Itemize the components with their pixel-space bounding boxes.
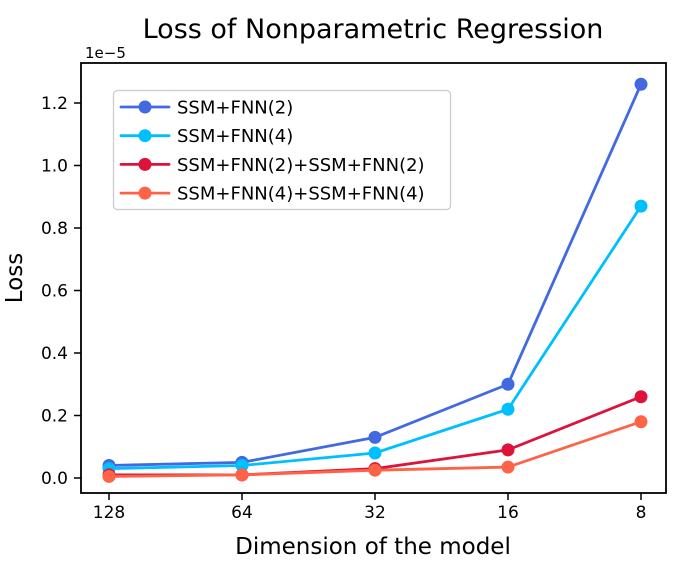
- data-point-marker: [368, 430, 382, 444]
- legend: SSM+FNN(2) SSM+FNN(4) SSM+FNN(2)+SSM+FNN(2…: [112, 89, 452, 211]
- series-ssm-fnn-2-: [102, 77, 648, 472]
- y-tick-label: 0.6: [41, 282, 68, 302]
- data-point-marker: [235, 468, 249, 482]
- y-tick-label: 0.0: [41, 469, 68, 489]
- y-axis-label: Loss: [2, 253, 28, 303]
- x-tick-label: 64: [231, 503, 253, 523]
- data-point-marker: [368, 463, 382, 477]
- data-point-marker: [102, 469, 116, 483]
- data-point-marker: [634, 199, 648, 213]
- data-point-marker: [368, 446, 382, 460]
- legend-marker: [138, 157, 152, 171]
- y-tick-label: 0.8: [41, 219, 68, 239]
- data-point-marker: [501, 443, 515, 457]
- x-tick-label: 8: [636, 503, 647, 523]
- plot-area: 128 64 32 16 8 0.0 0.2 0.4 0.6 0.8 1.0 1.2: [41, 62, 667, 523]
- x-tick-label: 32: [364, 503, 386, 523]
- legend-marker: [138, 186, 152, 200]
- data-point-marker: [501, 460, 515, 474]
- data-point-marker: [634, 77, 648, 91]
- data-point-marker: [501, 402, 515, 416]
- series-ssm-fnn-4-: [102, 199, 648, 476]
- legend-label: SSM+FNN(2): [177, 98, 293, 119]
- x-tick-label: 128: [93, 503, 125, 523]
- data-point-marker: [634, 415, 648, 429]
- y-tick-label: 0.4: [41, 344, 68, 364]
- axes-frame: [80, 62, 667, 494]
- data-point-marker: [501, 377, 515, 391]
- x-axis-label: Dimension of the model: [235, 534, 511, 560]
- legend-label: SSM+FNN(2)+SSM+FNN(2): [177, 155, 425, 176]
- data-point-marker: [634, 390, 648, 404]
- chart-title: Loss of Nonparametric Regression: [143, 14, 604, 45]
- legend-item: SSM+FNN(4): [119, 126, 293, 147]
- y-tick-label: 1.0: [41, 157, 68, 177]
- legend-label: SSM+FNN(4): [177, 126, 293, 147]
- legend-item: SSM+FNN(4)+SSM+FNN(4): [119, 184, 425, 205]
- x-tick-label: 16: [497, 503, 519, 523]
- legend-item: SSM+FNN(2): [119, 98, 293, 119]
- legend-item: SSM+FNN(2)+SSM+FNN(2): [119, 155, 425, 176]
- legend-marker: [138, 129, 152, 143]
- legend-label: SSM+FNN(4)+SSM+FNN(4): [177, 184, 425, 205]
- series-ssm-fnn-4-ssm-fnn-4-: [102, 415, 648, 483]
- legend-marker: [138, 100, 152, 114]
- legend-frame: [112, 89, 452, 211]
- data-point-marker: [235, 459, 249, 472]
- y-tick-label: 1.2: [41, 94, 68, 114]
- y-axis-offset-label: 1e−5: [85, 44, 126, 62]
- y-tick-label: 0.2: [41, 407, 68, 427]
